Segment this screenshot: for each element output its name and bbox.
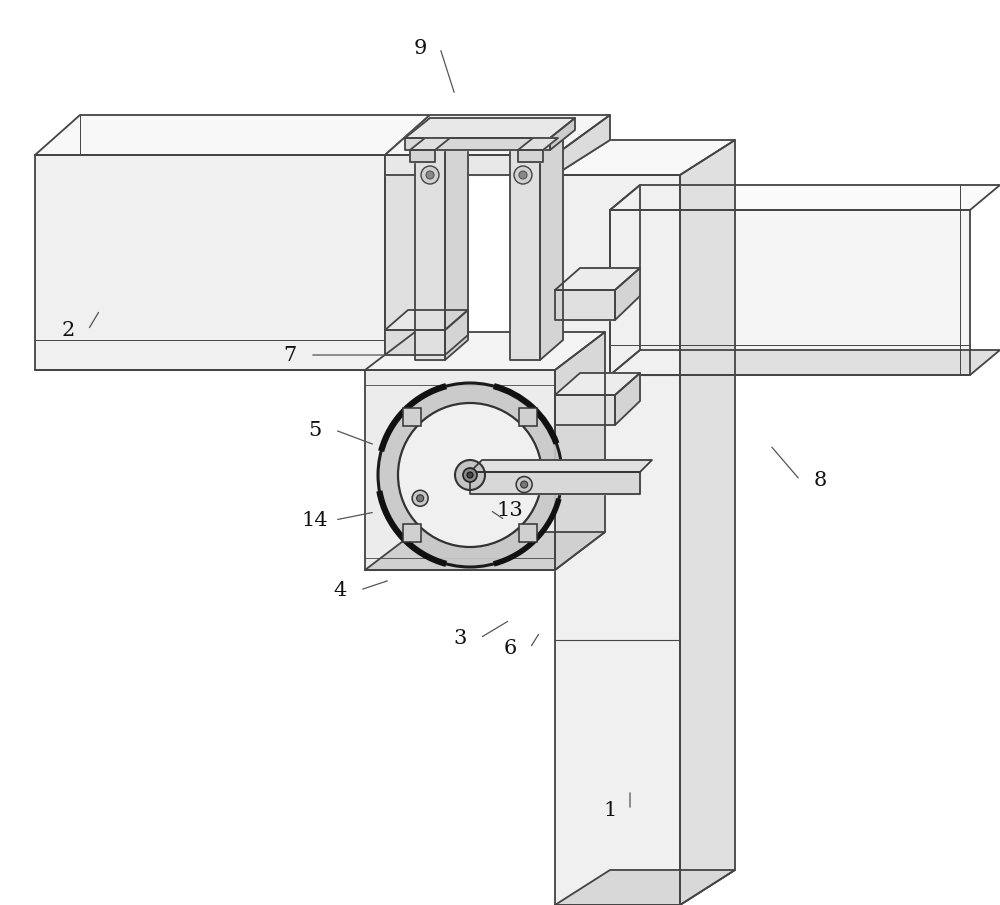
Circle shape (514, 166, 532, 184)
Polygon shape (610, 350, 1000, 375)
Polygon shape (445, 120, 468, 360)
Polygon shape (615, 373, 640, 425)
Polygon shape (555, 290, 615, 320)
Polygon shape (555, 332, 605, 570)
Text: 2: 2 (61, 320, 75, 339)
Text: 9: 9 (413, 39, 427, 58)
Polygon shape (365, 332, 605, 370)
Text: 1: 1 (603, 801, 617, 820)
Text: 5: 5 (308, 421, 322, 440)
Polygon shape (555, 115, 610, 175)
Polygon shape (385, 115, 610, 155)
Circle shape (516, 477, 532, 492)
Text: 8: 8 (813, 471, 827, 490)
Polygon shape (555, 373, 640, 395)
Polygon shape (415, 140, 445, 360)
Circle shape (398, 403, 542, 547)
Text: 4: 4 (333, 580, 347, 599)
Polygon shape (445, 310, 468, 355)
Circle shape (519, 171, 527, 179)
Polygon shape (365, 370, 555, 570)
Circle shape (421, 166, 439, 184)
Polygon shape (610, 210, 970, 375)
Polygon shape (610, 185, 640, 375)
Polygon shape (510, 140, 540, 360)
Circle shape (467, 472, 473, 478)
Polygon shape (470, 472, 640, 494)
Text: 14: 14 (302, 510, 328, 529)
Polygon shape (680, 140, 735, 905)
Circle shape (417, 495, 424, 501)
Polygon shape (518, 138, 558, 150)
Polygon shape (385, 155, 555, 175)
Polygon shape (555, 870, 735, 905)
Bar (403, 408, 421, 426)
Polygon shape (35, 155, 385, 370)
Polygon shape (385, 115, 430, 370)
Polygon shape (518, 150, 543, 162)
Circle shape (521, 481, 528, 488)
Bar (519, 408, 537, 426)
Polygon shape (385, 310, 468, 330)
Polygon shape (35, 115, 430, 155)
Polygon shape (540, 120, 563, 360)
Bar (403, 524, 421, 542)
Polygon shape (385, 330, 445, 355)
Polygon shape (555, 395, 615, 425)
Circle shape (463, 468, 477, 482)
Polygon shape (365, 532, 605, 570)
Polygon shape (555, 268, 640, 290)
Text: 13: 13 (497, 500, 523, 519)
Text: 3: 3 (453, 628, 467, 647)
Polygon shape (470, 460, 652, 472)
Polygon shape (378, 383, 562, 567)
Polygon shape (550, 118, 575, 150)
Circle shape (412, 491, 428, 506)
Polygon shape (410, 150, 435, 162)
Circle shape (455, 460, 485, 490)
Text: 6: 6 (503, 639, 517, 658)
Circle shape (426, 171, 434, 179)
Polygon shape (555, 140, 735, 175)
Polygon shape (615, 268, 640, 320)
Bar (519, 524, 537, 542)
Polygon shape (610, 185, 1000, 210)
Polygon shape (555, 175, 680, 905)
Polygon shape (405, 138, 550, 150)
Polygon shape (410, 138, 450, 150)
Text: 7: 7 (283, 346, 297, 365)
Polygon shape (405, 118, 575, 138)
